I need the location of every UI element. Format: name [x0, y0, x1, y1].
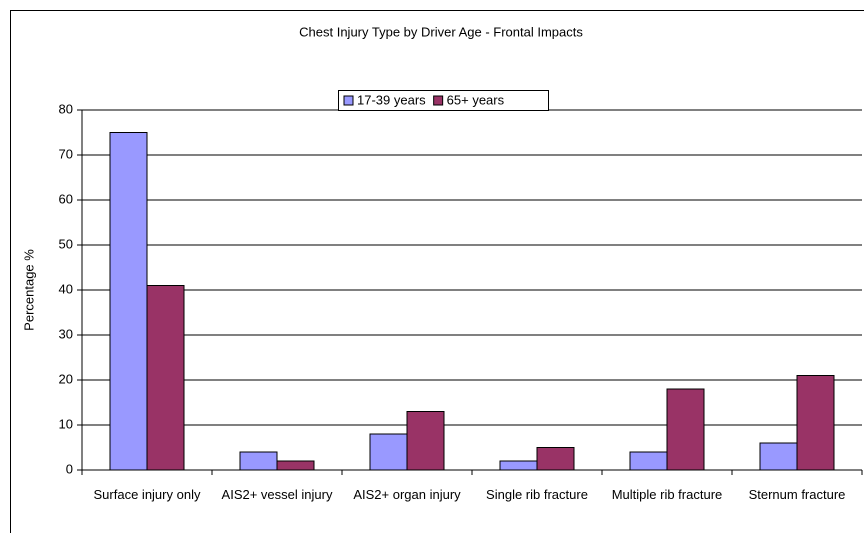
y-tick-label: 50 [59, 236, 73, 251]
legend-swatch [343, 95, 354, 106]
bar [239, 451, 278, 471]
bar [406, 411, 445, 471]
x-tick-label: AIS2+ organ injury [353, 487, 461, 502]
x-tick-label: Single rib fracture [486, 487, 588, 502]
y-tick-label: 60 [59, 191, 73, 206]
bar [109, 132, 148, 471]
x-tick-label: Sternum fracture [748, 487, 846, 502]
bar [369, 433, 408, 471]
y-tick-label: 0 [66, 461, 73, 476]
y-tick-label: 70 [59, 146, 73, 161]
bar [146, 285, 185, 471]
bar [796, 375, 835, 471]
x-tick-label: Multiple rib fracture [611, 487, 723, 502]
legend-label: 17-39 years [357, 92, 426, 107]
bar [276, 460, 315, 471]
y-axis-label: Percentage % [21, 249, 36, 331]
y-tick-label: 30 [59, 326, 73, 341]
legend-box [338, 90, 549, 111]
x-tick-label: Surface injury only [93, 487, 201, 502]
bar [499, 460, 538, 471]
y-tick-label: 80 [59, 101, 73, 116]
bar [759, 442, 798, 471]
bar [666, 388, 705, 471]
bar [629, 451, 668, 471]
x-tick-label: AIS2+ vessel injury [221, 487, 333, 502]
bar [536, 447, 575, 471]
y-tick-label: 20 [59, 371, 73, 386]
legend-swatch [433, 95, 444, 106]
y-tick-label: 40 [59, 281, 73, 296]
y-tick-label: 10 [59, 416, 73, 431]
legend-label: 65+ years [447, 92, 505, 107]
chart-title: Chest Injury Type by Driver Age - Fronta… [299, 24, 583, 39]
